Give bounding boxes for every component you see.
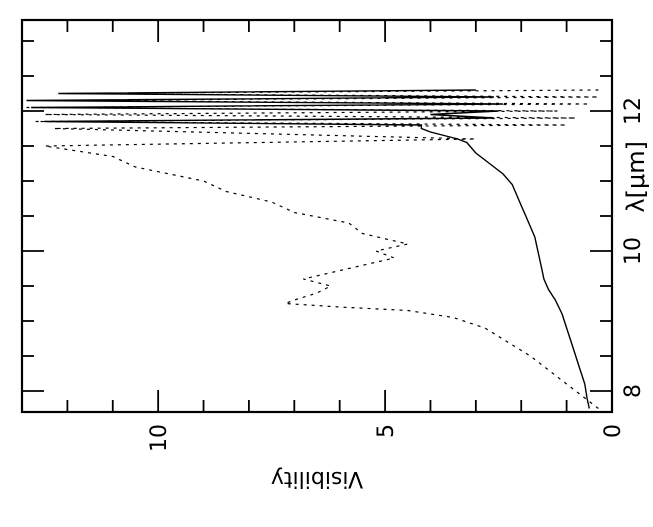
y-tick-label: 0 [601,424,626,438]
tick-labels: 8 10 12 0 5 10 [147,97,646,452]
plot-frame [20,18,614,414]
y-axis-label: Visibility [271,466,363,491]
series-line-solid [26,89,590,409]
axis-ticks [21,20,613,412]
y-tick-label: 10 [147,424,172,452]
x-tick-label: 8 [621,384,646,398]
series-layer [26,89,599,409]
x-tick-label: 12 [621,97,646,125]
x-axis-label: λ[μm] [622,141,650,213]
y-tick-label: 5 [374,424,399,438]
series-line-dotted [26,89,599,409]
x-tick-label: 10 [621,237,646,265]
